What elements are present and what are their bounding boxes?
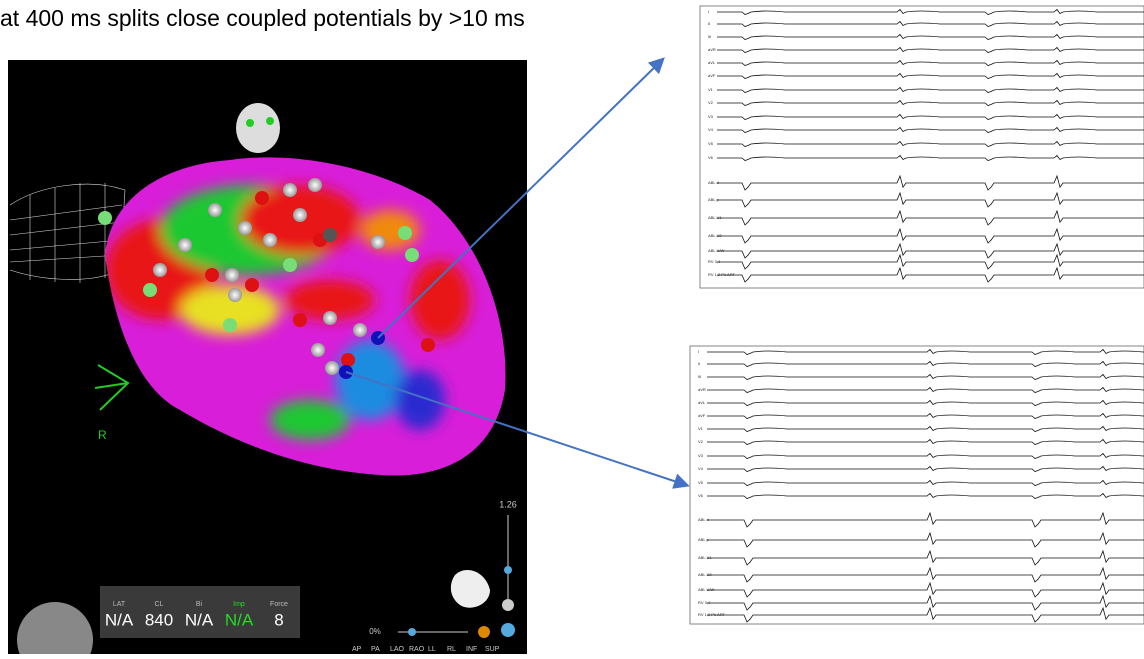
ecg-panel: [690, 346, 1144, 624]
lead-label: V5: [708, 141, 714, 146]
catheter-point: [323, 228, 337, 242]
lead-label: aVF: [708, 73, 716, 78]
lead-label: RV 3,4: [698, 600, 711, 605]
catheter-point: [293, 313, 307, 327]
lead-label: V4: [708, 127, 714, 132]
orientation-label: R: [98, 428, 107, 442]
field-label: Bi: [196, 601, 203, 608]
view-button[interactable]: [501, 623, 515, 637]
scale-button[interactable]: [502, 599, 514, 611]
lead-label: V1: [708, 87, 714, 92]
lead-label: ABL d: [708, 180, 719, 185]
lead-label: V3: [698, 453, 704, 458]
catheter-point: [255, 191, 269, 205]
catheter-point: [421, 338, 435, 352]
lead-label: ABL p: [708, 197, 720, 202]
lead-label: I: [708, 9, 709, 14]
lead-label: V2: [698, 439, 704, 444]
catheter-point: [238, 221, 252, 235]
catheter-point: [325, 361, 339, 375]
catheter-point: [323, 311, 337, 325]
zoom-label: 0%: [369, 627, 381, 636]
catheter-point: [398, 226, 412, 240]
lead-label: ABL p: [698, 537, 710, 542]
lead-label: V3: [708, 114, 714, 119]
catheter-point: [293, 208, 307, 222]
lead-label: V5: [698, 480, 704, 485]
lead-label: ABL U2: [708, 233, 722, 238]
zoom-thumb[interactable]: [408, 628, 416, 636]
lead-label: V1: [698, 426, 704, 431]
view-label[interactable]: PA: [371, 646, 380, 653]
lead-label: ABL U1: [708, 215, 722, 220]
ecg-panel: [700, 6, 1144, 288]
field-value: N/A: [225, 610, 254, 629]
catheter-point: [178, 238, 192, 252]
lead-label: ABL U/W: [698, 587, 715, 592]
page: at 400 ms splits close coupled potential…: [0, 0, 1144, 654]
lead-label: ABL U/W: [708, 248, 725, 253]
catheter-point: [228, 288, 242, 302]
lead-label: V4: [698, 466, 704, 471]
lead-label: aVR: [698, 387, 706, 392]
lead-label: RV 3,4: [708, 259, 721, 264]
catheter-point: [371, 235, 385, 249]
field-value: N/A: [185, 610, 214, 629]
view-label[interactable]: LL: [428, 646, 436, 653]
catheter-point: [153, 263, 167, 277]
catheter-point: [283, 258, 297, 272]
view-label[interactable]: RL: [447, 646, 456, 653]
lead-label: II: [698, 361, 700, 366]
catheter-point: [405, 248, 419, 262]
catheter-point: [263, 233, 277, 247]
field-value: 840: [145, 610, 173, 629]
catheter-point: [283, 183, 297, 197]
zoom-button[interactable]: [478, 626, 490, 638]
view-label[interactable]: SUP: [485, 646, 500, 653]
catheter-point: [245, 278, 259, 292]
scale-thumb[interactable]: [504, 566, 512, 574]
lead-label: III: [708, 34, 711, 39]
lead-label: V2: [708, 100, 714, 105]
catheter-point: [143, 283, 157, 297]
field-label: LAT: [113, 601, 126, 608]
catheter-point: [311, 343, 325, 357]
field-value: N/A: [105, 610, 134, 629]
face-icon: [236, 103, 280, 153]
view-label[interactable]: INF: [466, 646, 477, 653]
catheter-point: [223, 318, 237, 332]
lead-label: ABL d: [698, 517, 709, 522]
field-label: Force: [270, 601, 288, 608]
lead-label: III: [698, 374, 701, 379]
catheter-point: [208, 203, 222, 217]
catheter-point: [225, 268, 239, 282]
lead-label: I: [698, 349, 699, 354]
lead-label: V6: [708, 155, 714, 160]
slide-title: at 400 ms splits close coupled potential…: [0, 5, 525, 31]
catheter-point: [98, 211, 112, 225]
lead-label: aVL: [708, 60, 716, 65]
view-label[interactable]: LAO: [390, 646, 405, 653]
field-value: 8: [274, 610, 283, 629]
lead-label: RV 1,2 P1 ART: [708, 272, 736, 277]
field-label: Imp: [233, 601, 245, 608]
lead-label: ABL U1: [698, 555, 712, 560]
catheter-point: [353, 323, 367, 337]
scale-max: 1.26: [499, 499, 517, 509]
lead-label: ABL U2: [698, 572, 712, 577]
slide: at 400 ms splits close coupled potential…: [0, 0, 1144, 654]
lead-label: aVL: [698, 400, 706, 405]
field-label: CL: [155, 601, 164, 608]
lead-label: aVR: [708, 47, 716, 52]
view-label[interactable]: RAO: [409, 646, 425, 653]
lead-label: V6: [698, 493, 704, 498]
lead-label: RV 1,2 P1 ART: [698, 612, 726, 617]
catheter-point: [341, 353, 355, 367]
view-label[interactable]: AP: [352, 646, 362, 653]
catheter-point: [308, 178, 322, 192]
catheter-point: [205, 268, 219, 282]
lead-label: aVF: [698, 413, 706, 418]
lead-label: II: [708, 21, 710, 26]
